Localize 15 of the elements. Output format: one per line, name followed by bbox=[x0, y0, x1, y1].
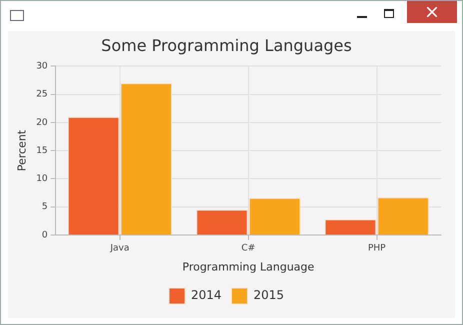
y-tick-label: 5 bbox=[42, 202, 48, 212]
x-tick-label: Java bbox=[109, 244, 130, 254]
y-tick-label: 10 bbox=[36, 174, 48, 184]
chart-title: Some Programming Languages bbox=[101, 36, 352, 55]
y-tick-label: 30 bbox=[36, 62, 48, 72]
y-axis-title: Percent bbox=[15, 129, 28, 172]
y-tick-label: 15 bbox=[36, 146, 48, 156]
y-tick-label: 25 bbox=[36, 90, 48, 100]
y-tick-label: 20 bbox=[36, 118, 48, 128]
x-tick-label: C# bbox=[241, 244, 256, 254]
legend-label: 2014 bbox=[190, 288, 222, 302]
x-axis-title: Programming Language bbox=[182, 260, 315, 274]
x-tick-label: PHP bbox=[368, 244, 386, 254]
y-tick-label: 0 bbox=[42, 230, 48, 240]
legend-label: 2015 bbox=[254, 288, 284, 302]
